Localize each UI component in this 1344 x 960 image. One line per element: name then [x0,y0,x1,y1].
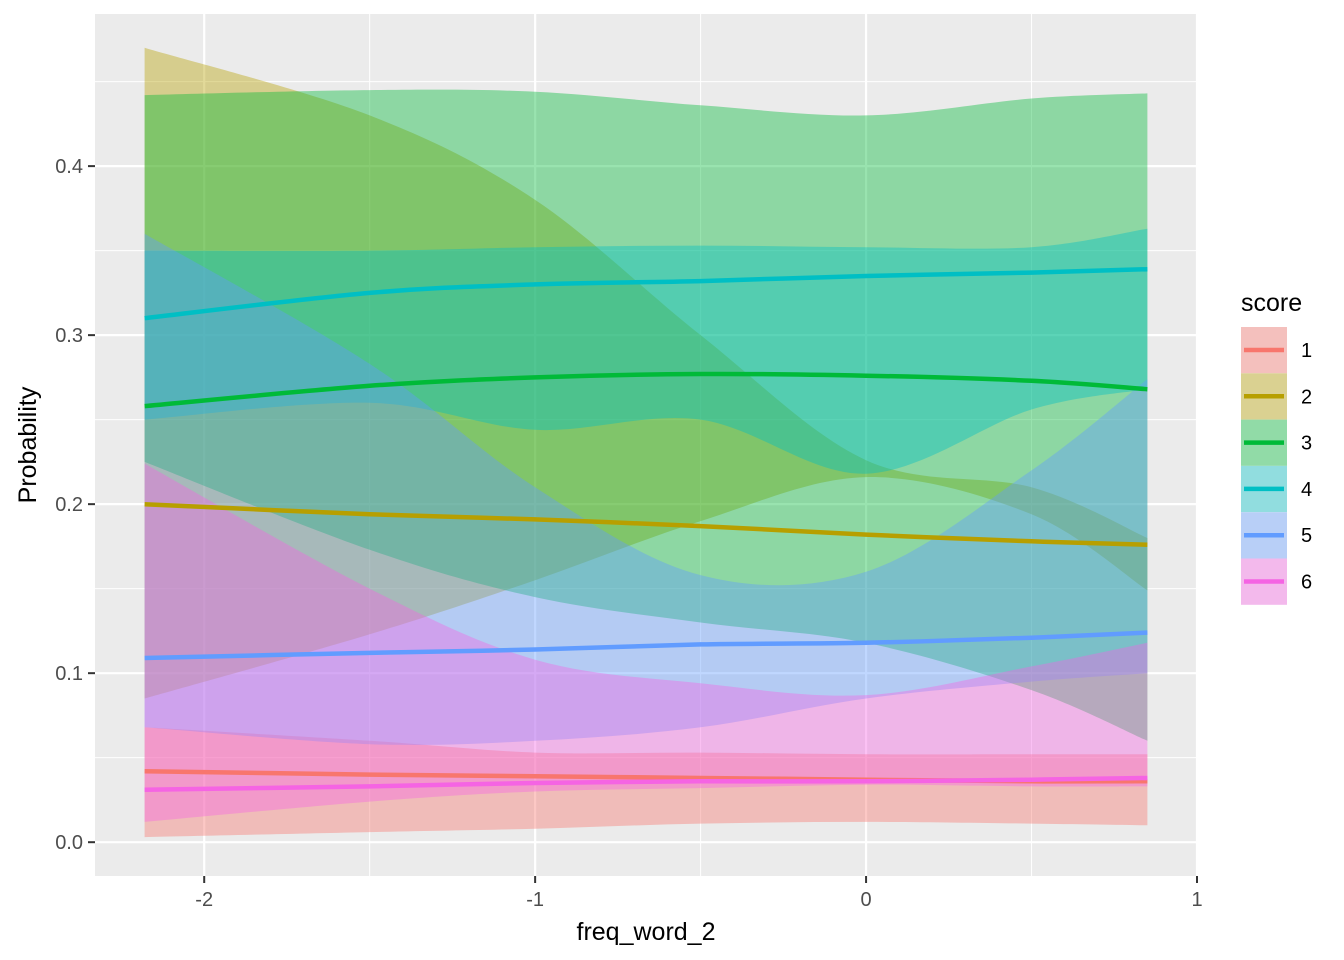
grid-minor [95,14,1197,876]
ribbon-score-3 [144,89,1148,741]
line-score-4 [144,266,1148,321]
legend-label: 6 [1301,572,1312,594]
legend-title: score [1241,289,1302,317]
line-score-6 [144,775,1148,793]
legend-item-4: 4 [1241,465,1312,513]
legend-item-1: 1 [1241,327,1312,374]
line-score-5 [144,630,1148,661]
ribbon-score-5 [144,233,1148,745]
x-tick-label: -2 [195,889,213,911]
y-axis-title: Probability [14,386,42,503]
x-axis-title: freq_word_2 [577,918,716,946]
x-tick-label: -1 [526,889,544,911]
ribbon-score-6 [144,463,1148,822]
legend-label: 4 [1301,479,1312,501]
legend-label: 3 [1301,433,1312,455]
y-tick-label: 0.4 [55,156,83,178]
legend: score 1 2 3 4 5 6 [1241,289,1312,605]
legend-item-2: 2 [1241,373,1312,420]
legend-keys: 1 2 3 4 5 6 [1241,327,1312,605]
y-tick-label: 0.2 [55,494,83,516]
grid-major [95,14,1199,876]
legend-item-6: 6 [1241,558,1312,605]
x-axis: -2 -1 0 1 [195,876,1203,911]
ribbons [144,47,1148,838]
y-tick-label: 0.0 [55,832,83,854]
line-score-3 [144,371,1148,409]
legend-label: 5 [1301,525,1312,547]
legend-item-5: 5 [1241,512,1312,559]
x-tick-label: 0 [861,889,872,911]
plot-panel [95,14,1197,876]
y-tick-label: 0.1 [55,663,83,685]
y-axis: 0.0 0.1 0.2 0.3 0.4 [55,156,95,854]
legend-label: 2 [1301,386,1312,408]
y-tick-label: 0.3 [55,325,83,347]
x-tick-label: 1 [1191,889,1202,911]
line-score-2 [144,501,1148,547]
legend-item-3: 3 [1241,419,1312,466]
series-lines [144,266,1148,793]
legend-label: 1 [1301,340,1312,362]
